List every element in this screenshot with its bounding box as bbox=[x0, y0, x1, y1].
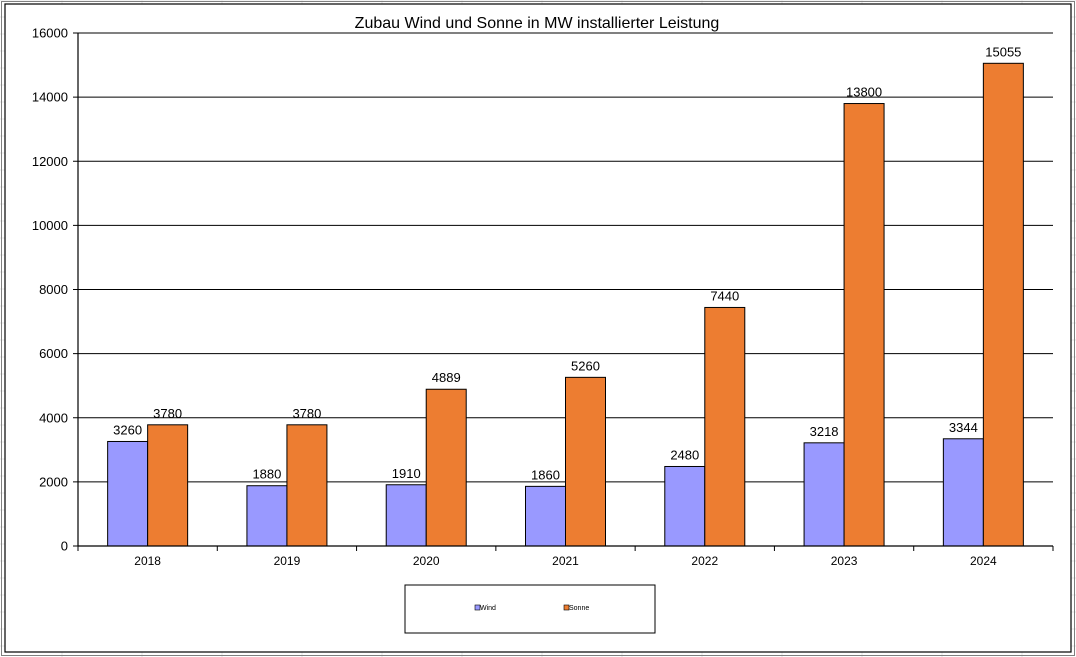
bar-wind-2021 bbox=[525, 485, 566, 547]
bar-sonne-2020 bbox=[425, 388, 467, 547]
legend-label-wind: Wind bbox=[480, 605, 496, 612]
data-label-sonne-2020: 4889 bbox=[432, 370, 461, 385]
legend-swatch-wind bbox=[474, 604, 481, 611]
bar-wind-2018 bbox=[107, 440, 149, 547]
data-label-wind-2020: 1910 bbox=[392, 466, 421, 481]
x-tick-label: 2024 bbox=[970, 554, 997, 568]
bar-wind-2022 bbox=[664, 465, 706, 547]
bar-wind-2019 bbox=[246, 485, 288, 547]
y-tick-label: 2000 bbox=[39, 474, 68, 489]
x-tick-label: 2021 bbox=[552, 554, 579, 568]
data-label-sonne-2023: 13800 bbox=[846, 85, 882, 100]
bar-data-labels: 3260 3780 1880 3780 1910 4889 1860 5260 2480 7440… bbox=[113, 44, 1021, 482]
data-label-sonne-2018: 3780 bbox=[153, 406, 182, 421]
y-tick-label: 12000 bbox=[32, 154, 68, 169]
bar-wind-2023 bbox=[803, 442, 845, 547]
data-label-sonne-2024: 15055 bbox=[985, 44, 1021, 59]
bar-sonne-2019 bbox=[286, 424, 328, 547]
data-label-wind-2021: 1860 bbox=[531, 467, 560, 482]
data-label-wind-2022: 2480 bbox=[670, 447, 699, 462]
data-label-wind-2019: 1880 bbox=[252, 467, 281, 482]
y-tick-label: 14000 bbox=[32, 90, 68, 105]
bar-wind-2024 bbox=[942, 438, 984, 547]
data-label-sonne-2022: 7440 bbox=[710, 288, 739, 303]
x-tick-label: 2020 bbox=[413, 554, 440, 568]
legend-swatch-sonne bbox=[563, 604, 570, 611]
x-tick-label: 2022 bbox=[691, 554, 718, 568]
bar-sonne-2022 bbox=[704, 306, 746, 547]
data-label-sonne-2019: 3780 bbox=[292, 406, 321, 421]
bars bbox=[107, 62, 1024, 547]
axes bbox=[77, 33, 1054, 551]
y-tick-label: 16000 bbox=[32, 26, 68, 41]
data-label-wind-2024: 3344 bbox=[949, 420, 978, 435]
y-axis-tick-labels: 0 2000 4000 6000 8000 10000 12000 14000 16000 bbox=[32, 26, 68, 554]
bar-wind-2020 bbox=[385, 484, 427, 547]
bar-sonne-2023 bbox=[843, 103, 885, 547]
chart-title: Zubau Wind und Sonne in MW installierter… bbox=[355, 15, 720, 32]
y-tick-label: 6000 bbox=[39, 346, 68, 361]
data-label-wind-2018: 3260 bbox=[113, 422, 142, 437]
plot-area: 0 2000 4000 6000 8000 10000 12000 14000 16000 32… bbox=[32, 26, 1054, 568]
y-tick-label: 0 bbox=[61, 539, 68, 554]
y-tick-label: 8000 bbox=[39, 282, 68, 297]
y-tick-label: 4000 bbox=[39, 410, 68, 425]
legend-label-sonne: Sonne bbox=[569, 605, 589, 612]
x-tick-label: 2018 bbox=[134, 554, 161, 568]
y-tick-label: 10000 bbox=[32, 218, 68, 233]
x-tick-label: 2023 bbox=[831, 554, 858, 568]
bar-sonne-2024 bbox=[982, 62, 1024, 547]
chart-area-border bbox=[4, 3, 1072, 653]
legend-items: Wind Sonne bbox=[474, 604, 589, 612]
gridlines bbox=[73, 32, 1053, 547]
bar-sonne-2021 bbox=[565, 376, 606, 547]
legend: Wind Sonne bbox=[404, 584, 656, 634]
legend-box bbox=[404, 584, 656, 634]
x-tick-label: 2019 bbox=[274, 554, 301, 568]
x-axis-tick-labels: 2018 2019 2020 2021 2022 2023 2024 bbox=[134, 554, 997, 568]
data-label-sonne-2021: 5260 bbox=[571, 358, 600, 373]
data-label-wind-2023: 3218 bbox=[810, 424, 839, 439]
bar-sonne-2018 bbox=[147, 424, 189, 547]
